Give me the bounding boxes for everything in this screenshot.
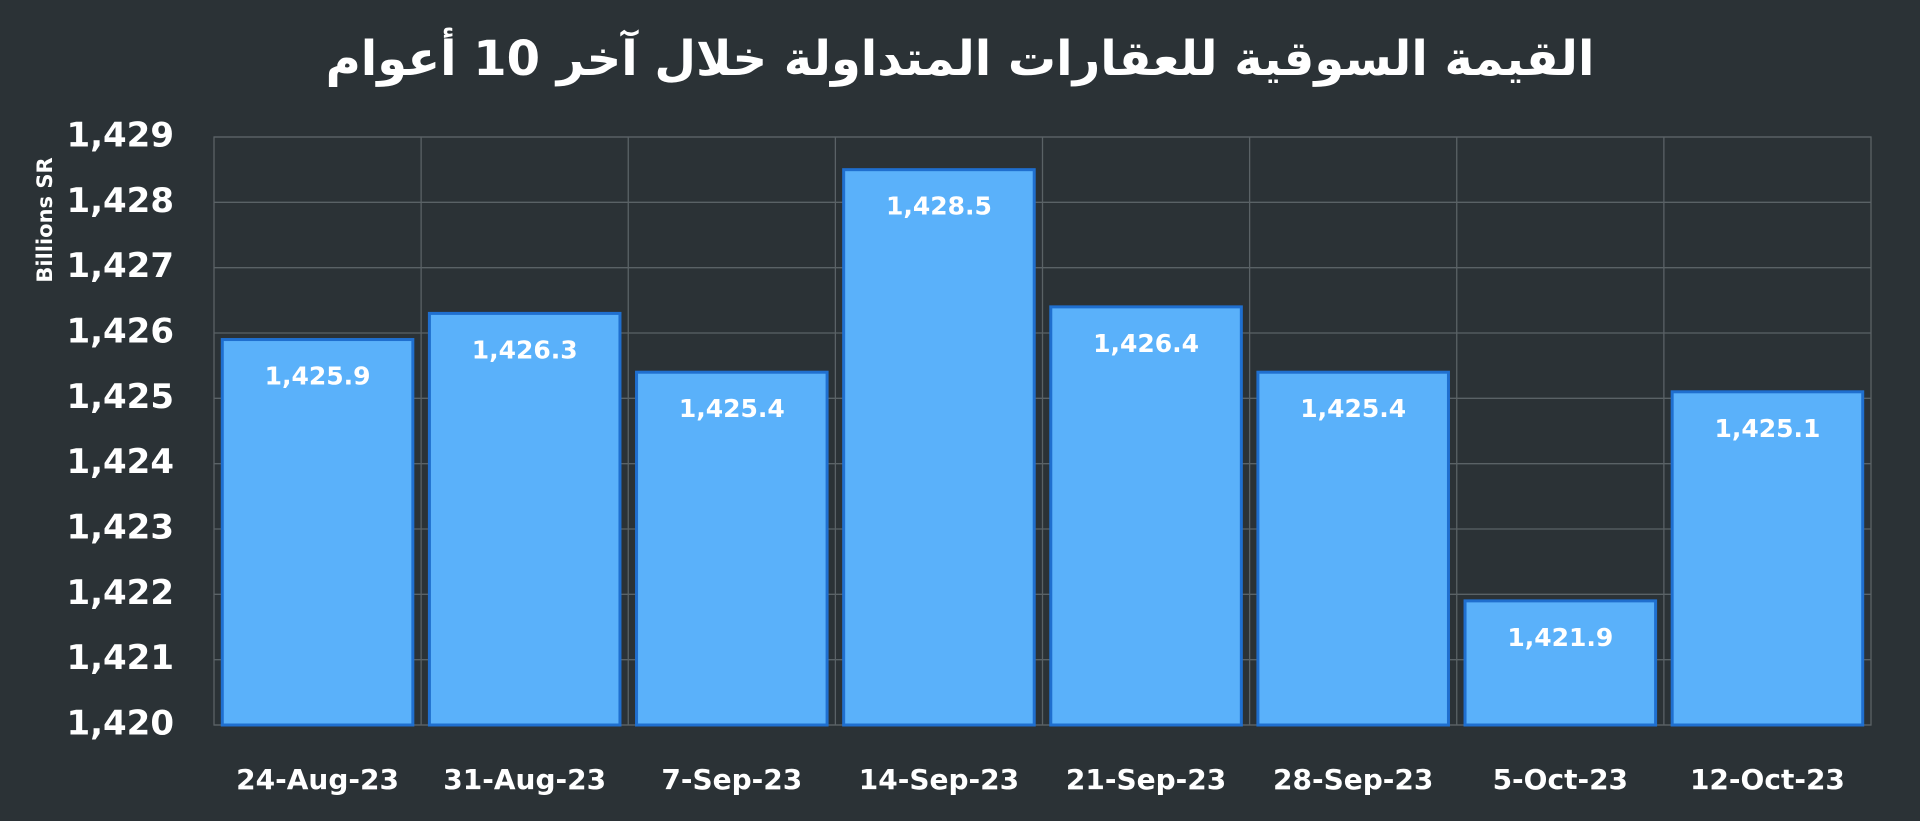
x-tick-label: 12-Oct-23 bbox=[1690, 763, 1845, 796]
y-tick-label: 1,424 bbox=[66, 442, 174, 482]
value-label: 1,425.9 bbox=[265, 362, 371, 391]
x-tick-label: 28-Sep-23 bbox=[1273, 763, 1433, 796]
bar bbox=[1049, 305, 1243, 727]
plot-frame bbox=[213, 136, 1872, 726]
bar bbox=[1256, 370, 1450, 727]
x-tick-label: 31-Aug-23 bbox=[443, 763, 606, 796]
y-tick-label: 1,421 bbox=[66, 638, 174, 678]
x-tick-label: 14-Sep-23 bbox=[859, 763, 1019, 796]
value-label: 1,428.5 bbox=[886, 192, 992, 221]
y-tick-label: 1,422 bbox=[66, 573, 174, 613]
bar bbox=[220, 338, 415, 727]
value-label: 1,425.1 bbox=[1714, 414, 1820, 443]
y-tick-label: 1,420 bbox=[66, 704, 174, 744]
value-label: 1,425.4 bbox=[679, 394, 785, 423]
bar bbox=[427, 311, 622, 727]
y-tick-label: 1,427 bbox=[66, 246, 174, 286]
value-label: 1,421.9 bbox=[1507, 623, 1613, 652]
value-label: 1,426.4 bbox=[1093, 329, 1199, 358]
chart-title: القيمة السوقية للعقارات المتداولة خلال آ… bbox=[326, 27, 1595, 87]
value-label: 1,425.4 bbox=[1300, 394, 1406, 423]
y-tick-label: 1,425 bbox=[66, 377, 174, 417]
bar bbox=[635, 370, 829, 727]
value-label: 1,426.3 bbox=[472, 335, 578, 364]
bar bbox=[1463, 599, 1658, 727]
y-tick-label: 1,423 bbox=[66, 508, 174, 548]
y-tick-label: 1,429 bbox=[66, 116, 174, 156]
x-tick-label: 7-Sep-23 bbox=[661, 763, 802, 796]
bar bbox=[842, 168, 1036, 727]
x-tick-label: 21-Sep-23 bbox=[1066, 763, 1226, 796]
x-tick-label: 24-Aug-23 bbox=[236, 763, 399, 796]
x-tick-label: 5-Oct-23 bbox=[1493, 763, 1628, 796]
bar bbox=[1670, 390, 1865, 727]
y-tick-label: 1,426 bbox=[66, 312, 174, 352]
y-tick-label: 1,428 bbox=[66, 181, 174, 221]
y-axis-label: Billions SR bbox=[33, 157, 57, 282]
